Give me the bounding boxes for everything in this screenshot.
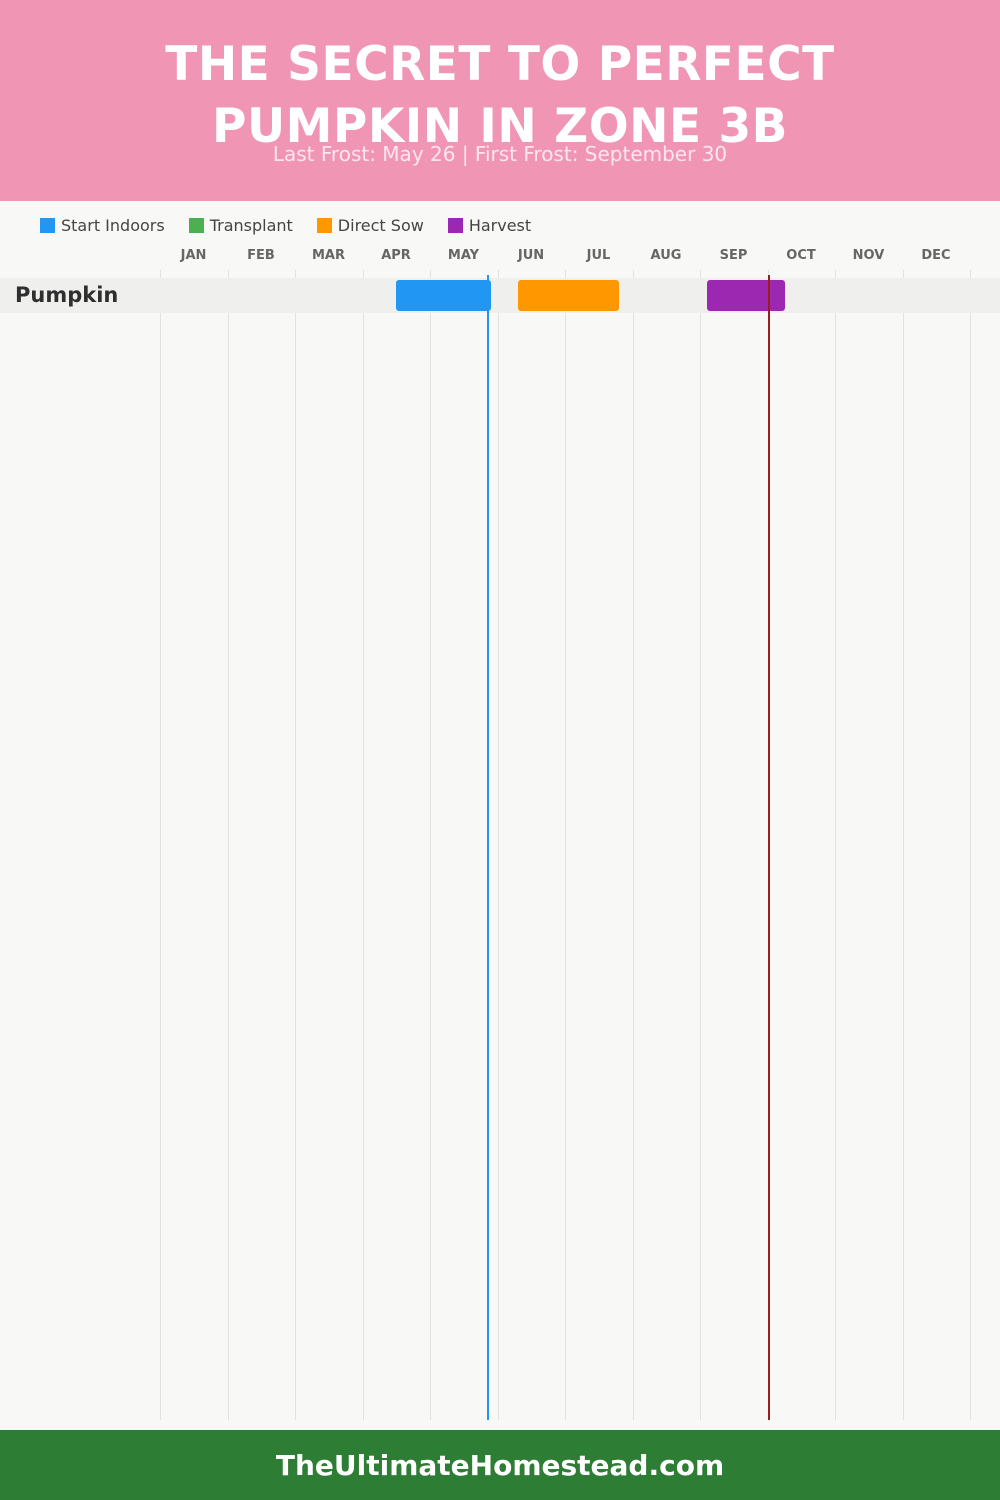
legend-swatch-harvest: [447, 217, 463, 233]
legend-item-direct-sow: Direct Sow: [316, 215, 424, 235]
month-label-mar: MAR: [311, 248, 345, 263]
footer-banner: TheUltimateHomestead.com: [0, 1430, 1000, 1500]
legend-item-start-indoors: Start Indoors: [40, 216, 165, 235]
month-label-jul: JUL: [586, 248, 611, 263]
month-label-jan: JAN: [180, 248, 207, 263]
header-banner: THE SECRET TO PERFECT PUMPKIN IN ZONE 3B…: [0, 0, 1000, 201]
bar-start-indoors: [396, 280, 491, 311]
month-label-aug: AUG: [650, 248, 682, 263]
gridline-feb: [228, 270, 229, 1420]
gridline-nov: [835, 270, 836, 1420]
footer-website-link[interactable]: TheUltimateHomestead.com: [275, 1448, 725, 1482]
last-frost-line: [487, 275, 489, 1420]
month-label-feb: FEB: [247, 248, 275, 263]
month-label-nov: NOV: [852, 248, 885, 263]
legend-label-transplant: Transplant: [209, 215, 293, 235]
crop-name-pumpkin: Pumpkin: [15, 283, 119, 307]
legend-label-harvest: Harvest: [468, 215, 532, 235]
legend-label-direct-sow: Direct Sow: [337, 215, 424, 235]
first-frost-line: [768, 275, 770, 1420]
bar-direct-sow: [518, 280, 619, 311]
month-label-apr: APR: [381, 248, 411, 263]
legend-swatch-transplant: [188, 217, 204, 233]
month-label-sep: SEP: [719, 248, 748, 263]
gridline-jun: [498, 270, 499, 1420]
gridline-sep: [700, 270, 701, 1420]
month-label-may: MAY: [447, 248, 480, 263]
gridline-apr: [363, 270, 364, 1420]
crop-row-pumpkin: [0, 278, 1000, 313]
legend: Start Indoors Transplant Direct Sow Harv…: [40, 214, 555, 236]
legend-item-transplant: Transplant: [188, 215, 293, 235]
frost-dates-subtitle: Last Frost: May 26 | First Frost: Septem…: [272, 142, 728, 166]
legend-label-start-indoors: Start Indoors: [61, 215, 165, 235]
legend-item-harvest: Harvest: [447, 215, 532, 235]
gridline-jan: [160, 270, 161, 1420]
bar-harvest: [707, 280, 785, 311]
gridline-mar: [295, 270, 296, 1420]
gridline-end: [970, 270, 971, 1420]
gridline-may: [430, 270, 431, 1420]
title-line-2: PUMPKIN IN ZONE 3B: [212, 99, 788, 154]
title-line-1: THE SECRET TO PERFECT: [165, 37, 835, 92]
month-label-dec: DEC: [921, 248, 951, 263]
gridline-aug: [633, 270, 634, 1420]
legend-swatch-direct-sow: [316, 217, 332, 233]
month-label-oct: OCT: [786, 248, 816, 263]
gridline-dec: [903, 270, 904, 1420]
legend-swatch-start-indoors: [40, 217, 55, 233]
page-title: THE SECRET TO PERFECT PUMPKIN IN ZONE 3B: [0, 34, 1000, 158]
month-label-jun: JUN: [517, 248, 545, 263]
gridline-jul: [565, 270, 566, 1420]
month-axis: JAN FEB MAR APR MAY JUN JUL AUG SEP OCT NOV DEC: [0, 248, 1000, 270]
